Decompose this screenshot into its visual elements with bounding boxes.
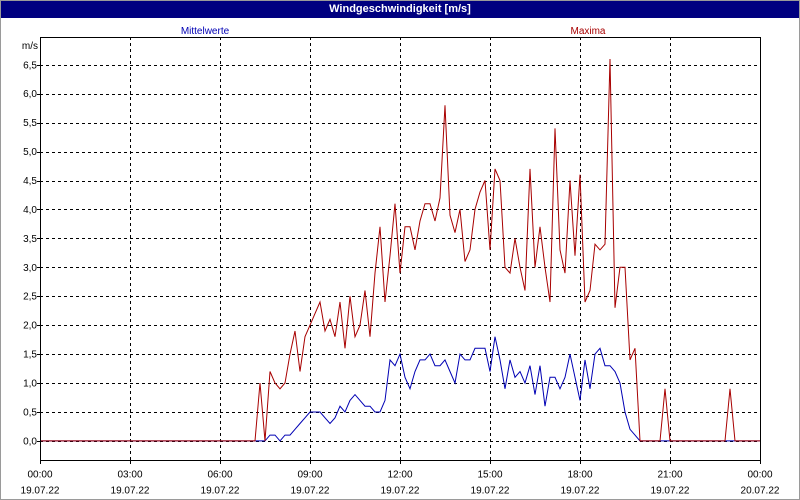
x-tick-label-date: 19.07.22 xyxy=(471,486,510,497)
axes: 0,0 0,5 1,0 1,5 2,0 2,5 3,0 3,5 4,0 4,5 5,0 5,5 6,0 6… xyxy=(21,41,780,497)
y-tick-label: 3,5 xyxy=(23,234,37,245)
x-tick-label-time: 00:00 xyxy=(27,470,52,481)
y-tick-label: 2,0 xyxy=(23,321,37,332)
y-tick-label: 1,5 xyxy=(23,350,37,361)
chart-title: Windgeschwindigkeit [m/s] xyxy=(329,3,471,15)
x-tick-label-date: 19.07.22 xyxy=(111,486,150,497)
gridlines xyxy=(40,37,760,460)
x-tick-label-time: 12:00 xyxy=(387,470,412,481)
x-tick-label-date: 19.07.22 xyxy=(651,486,690,497)
y-tick-label: 1,0 xyxy=(23,379,37,390)
y-tick-label: 2,5 xyxy=(23,292,37,303)
x-tick-label-time: 18:00 xyxy=(567,470,592,481)
y-tick-label: 0,0 xyxy=(23,436,37,447)
x-tick-label-time: 09:00 xyxy=(297,470,322,481)
series-lines xyxy=(40,58,760,442)
x-tick-label-date: 19.07.22 xyxy=(21,486,60,497)
legend: Mittelwerte Maxima xyxy=(181,26,606,37)
x-tick-label-date: 19.07.22 xyxy=(381,486,420,497)
y-tick-label: 4,0 xyxy=(23,205,37,216)
x-tick-label-time: 21:00 xyxy=(657,470,682,481)
y-tick-label: 5,5 xyxy=(23,118,37,129)
x-tick-label-time: 00:00 xyxy=(747,470,772,481)
window-title-bar: Windgeschwindigkeit [m/s] xyxy=(0,0,800,18)
y-tick-label: 5,0 xyxy=(23,147,37,158)
x-tick-label-time: 06:00 xyxy=(207,470,232,481)
x-tick-label-time: 15:00 xyxy=(477,470,502,481)
legend-item-maxima: Maxima xyxy=(570,26,605,37)
y-tick-label: 0,5 xyxy=(23,408,37,419)
y-tick-label: 6,5 xyxy=(23,60,37,71)
legend-item-mittelwerte: Mittelwerte xyxy=(181,26,230,37)
series-line-mittelwerte xyxy=(40,336,760,442)
x-tick-label-date: 19.07.22 xyxy=(201,486,240,497)
y-tick-label: 3,0 xyxy=(23,263,37,274)
x-tick-label-time: 03:00 xyxy=(117,470,142,481)
x-tick-label-date: 20.07.22 xyxy=(741,486,780,497)
series-line-maxima xyxy=(40,58,760,442)
y-tick-label: 4,5 xyxy=(23,176,37,187)
y-axis-label: m/s xyxy=(22,41,38,52)
x-tick-label-date: 19.07.22 xyxy=(561,486,600,497)
y-tick-label: 6,0 xyxy=(23,89,37,100)
x-tick-label-date: 19.07.22 xyxy=(291,486,330,497)
